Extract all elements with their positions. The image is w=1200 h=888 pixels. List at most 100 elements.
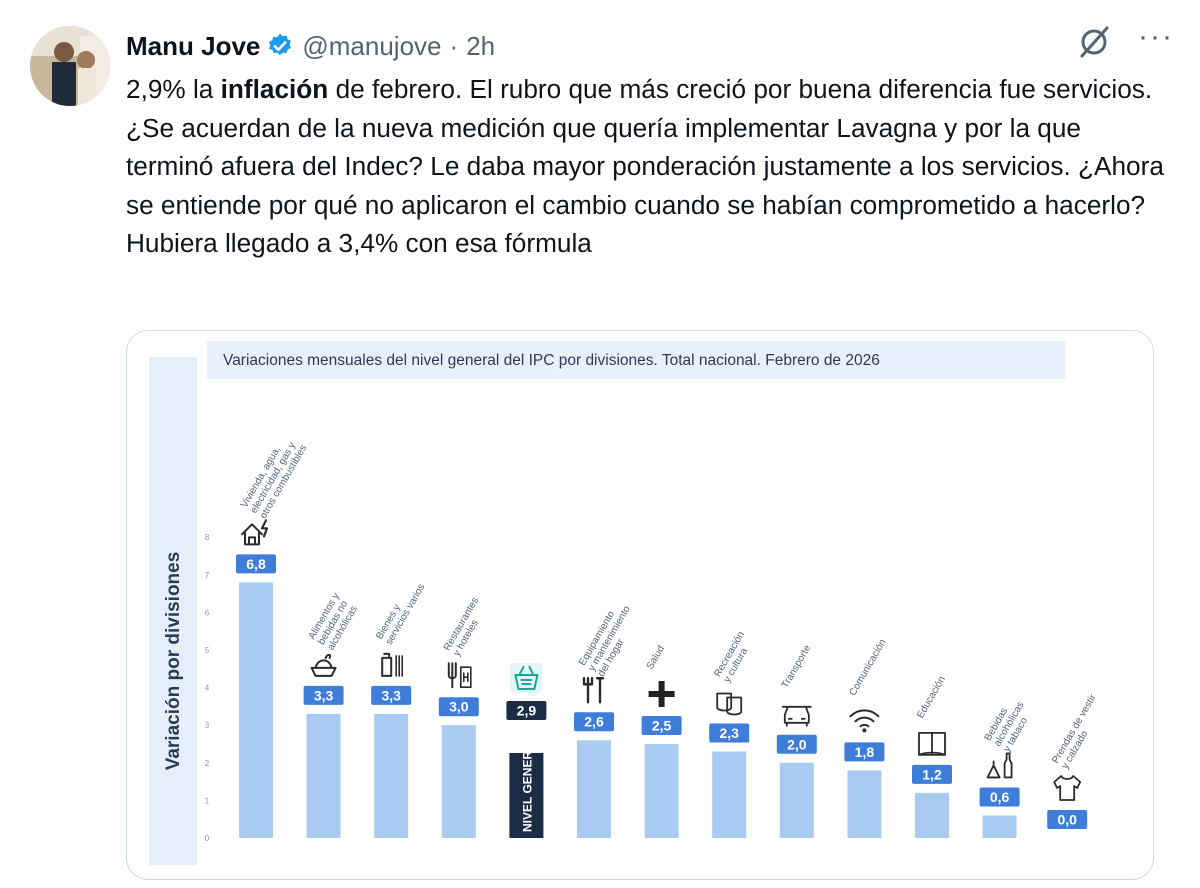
verified-badge-icon[interactable]: [266, 32, 294, 60]
category-label: Transporte: [780, 643, 814, 690]
category-label-line: Comunicación: [847, 637, 888, 697]
icon-stroke: [582, 677, 605, 704]
bar: [374, 713, 409, 838]
y-tick-label: 5: [205, 646, 210, 655]
value-label: 0,6: [990, 789, 1010, 805]
basket-icon: [510, 662, 543, 693]
icon-stroke: [514, 665, 539, 690]
icon-stroke: [381, 652, 393, 677]
value-label-box: [1047, 810, 1088, 829]
y-tick-label: 4: [205, 684, 210, 693]
tools-icon: [582, 677, 605, 704]
category-label: Alimentos ybebidas noalcohólicas: [307, 591, 361, 652]
display-name[interactable]: Manu Jove: [126, 30, 261, 61]
y-tick-label: 0: [205, 834, 210, 843]
category-label: Restaurantesy hoteles: [442, 596, 491, 659]
category-label: Comunicación: [847, 637, 888, 697]
value-label: 1,8: [855, 744, 875, 760]
value-label-box: [371, 685, 412, 705]
icon-shape: [862, 728, 867, 733]
category-label-line: Educación: [915, 674, 948, 720]
icon-stroke: [310, 653, 337, 677]
value-label-box: [641, 716, 682, 735]
value-label: 2,6: [584, 714, 604, 730]
bar: [915, 792, 949, 838]
tweet-actions: ···: [1076, 20, 1174, 60]
category-label: Prendas de vestiry calzado: [1050, 692, 1108, 771]
bar: [577, 740, 611, 838]
bar: [644, 744, 679, 838]
value-label-box: [979, 787, 1020, 807]
bottle-comb-icon: [381, 652, 404, 677]
bar: [441, 725, 476, 838]
user-handle[interactable]: @manujove: [302, 30, 442, 61]
tshirt-icon: [1053, 775, 1082, 801]
value-label-box: [709, 723, 750, 743]
category-label-line: Transporte: [780, 643, 814, 690]
icon-stroke: [459, 666, 472, 689]
value-label: 3,3: [381, 687, 401, 703]
category-label-line: Salud: [645, 644, 667, 672]
value-label: 2,5: [652, 718, 672, 734]
separator-dot: ·: [449, 30, 459, 61]
y-tick-label: 3: [205, 721, 210, 730]
icon-stroke: [447, 662, 457, 689]
icon-stroke: [1053, 775, 1082, 801]
value-label: 2,0: [787, 736, 807, 752]
category-label: Bienes yservicios varios: [374, 577, 427, 647]
bar: [982, 815, 1017, 838]
wifi-icon: [849, 709, 880, 733]
category-label: Educación: [915, 674, 948, 720]
plus-health-icon: [648, 681, 675, 707]
bar: [779, 762, 814, 838]
value-label: 2,3: [719, 725, 739, 741]
food-bowl-icon: [310, 653, 337, 677]
tweet-text-bold: inflación: [220, 74, 329, 104]
category-label: Equipamientoy mantenimientodel hogar: [577, 598, 642, 678]
icon-stroke: [395, 655, 404, 677]
icon-stroke: [241, 523, 263, 546]
tweet-text-part1: 2,9% la: [126, 74, 221, 104]
avatar[interactable]: [30, 26, 110, 106]
bar: [306, 713, 341, 838]
car-icon: [781, 705, 812, 727]
icon-stroke: [781, 705, 812, 727]
icon-stroke: [260, 519, 269, 538]
y-axis-title: Variación por divisiones: [163, 552, 184, 771]
chart-title-band: [207, 341, 1065, 379]
y-tick-label: 2: [205, 759, 210, 768]
bar-inner-label: NIVEL GENERAL: [520, 735, 534, 832]
y-tick-label: 8: [205, 533, 210, 542]
fork-hotel-icon: [447, 662, 472, 689]
value-label: 3,3: [314, 687, 334, 703]
icon-stroke: [849, 709, 880, 728]
wine-bottle-icon: [986, 752, 1013, 779]
bar: [712, 751, 747, 838]
value-label-box: [438, 697, 479, 717]
value-label-box: [912, 764, 952, 784]
timestamp[interactable]: 2h: [466, 30, 496, 61]
more-options-button[interactable]: ···: [1138, 20, 1174, 53]
ipc-bar-chart: Variación por divisiones Variaciones mens…: [149, 341, 1108, 865]
icon-stroke: [986, 752, 1013, 779]
y-axis-band: [149, 357, 197, 865]
category-label: Vivienda, agua,electricidad, gas yotros …: [239, 432, 309, 521]
value-label: 6,8: [246, 556, 266, 572]
grok-icon[interactable]: [1076, 24, 1112, 60]
bar-nivel-general: [509, 752, 544, 838]
value-label: 1,2: [922, 766, 942, 782]
value-label-box: [574, 712, 614, 732]
bar: [847, 770, 882, 838]
y-tick-label: 7: [205, 571, 210, 580]
category-label: Salud: [645, 644, 667, 672]
value-label-box: [303, 685, 344, 705]
tweet-media-card[interactable]: Variación por divisiones Variaciones mens…: [126, 330, 1154, 880]
book-icon: [918, 731, 946, 756]
theater-masks-icon: [716, 692, 743, 716]
icon-shape: [648, 691, 675, 697]
category-label: Bebidasalcohólicasy tabaco: [983, 695, 1036, 754]
value-label-box: [506, 700, 547, 720]
value-label-box: [236, 554, 276, 574]
tweet-header: Manu Jove @manujove · 2h: [126, 26, 495, 66]
value-label: 0,0: [1057, 812, 1077, 828]
